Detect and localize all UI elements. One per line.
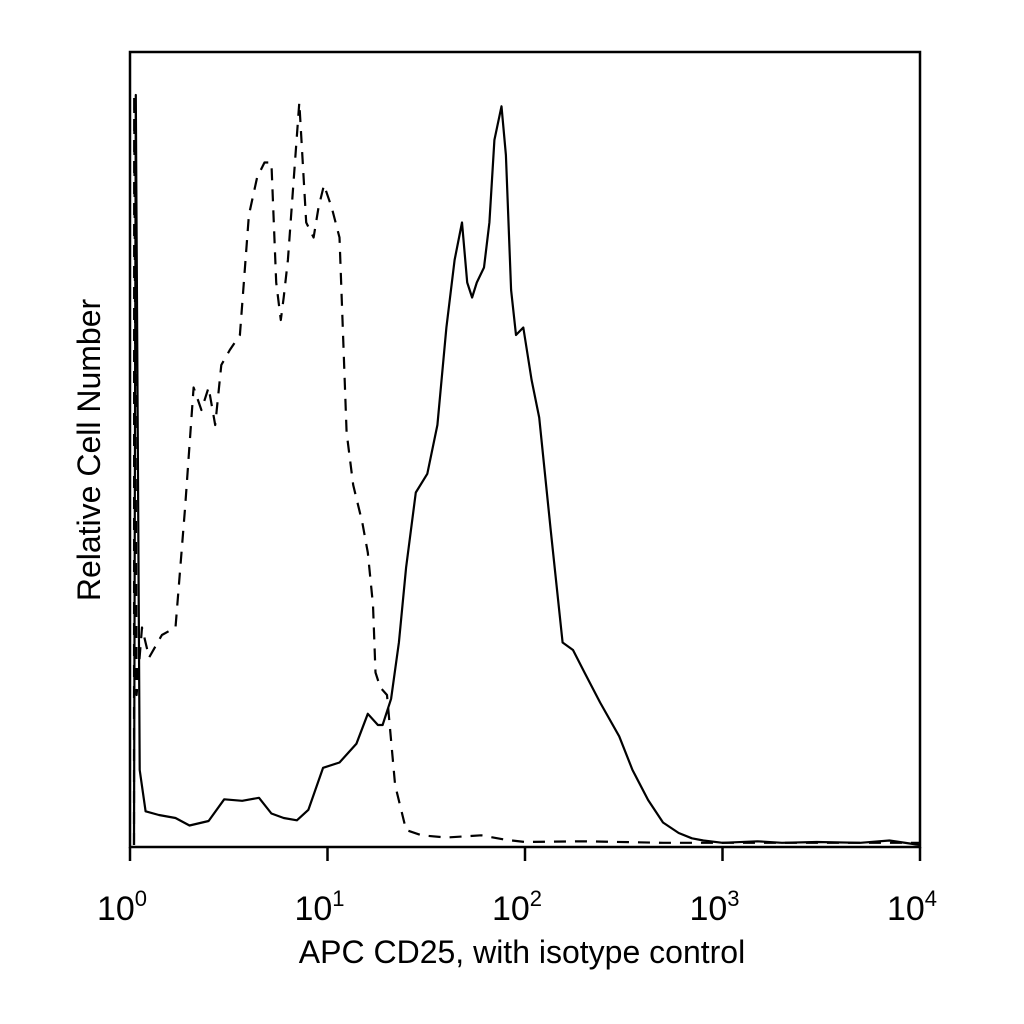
x-tick-label: 102 <box>492 886 542 928</box>
plot-area <box>132 93 921 847</box>
x-tick-label: 104 <box>887 886 937 928</box>
x-tick-label: 100 <box>97 886 147 928</box>
plot-frame <box>128 50 922 849</box>
x-tick-label: 101 <box>294 886 344 928</box>
x-axis: 100 101 102 103 104 <box>97 847 937 928</box>
x-axis-label: APC CD25, with isotype control <box>299 934 745 970</box>
x-tick-label: 103 <box>689 886 739 928</box>
series-line-cd25-solid <box>132 93 921 847</box>
y-axis-label: Relative Cell Number <box>71 298 107 601</box>
series-line-isotype-dashed <box>132 93 920 846</box>
